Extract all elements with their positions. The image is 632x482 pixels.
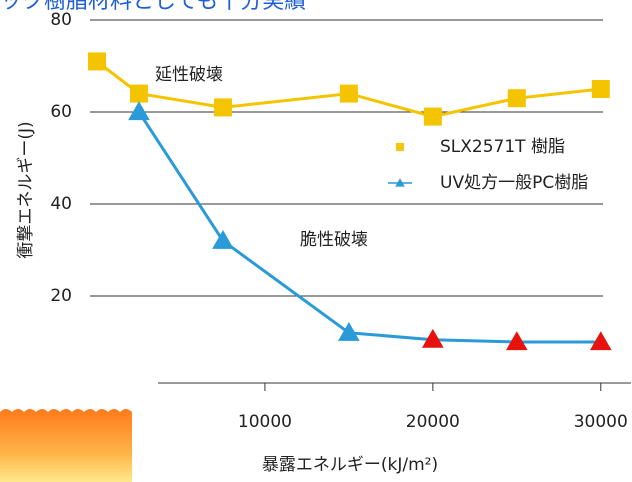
decoration — [0, 409, 132, 482]
marker — [395, 178, 405, 187]
marker — [506, 331, 528, 351]
marker — [88, 52, 106, 71]
annotation: 脆性破壊 — [300, 230, 368, 250]
series-line — [137, 111, 601, 344]
marker — [129, 84, 148, 103]
marker — [423, 107, 442, 126]
x-tick-label: 10000 — [238, 412, 292, 432]
legend-label: SLX2571T 樹脂 — [440, 137, 565, 157]
marker — [212, 230, 234, 249]
marker — [591, 80, 610, 98]
marker — [128, 101, 150, 121]
chart-title: ック樹脂材料としても十分実績 — [0, 0, 306, 14]
y-tick-label: 20 — [50, 286, 72, 306]
marker — [422, 328, 444, 348]
y-tick-label: 60 — [50, 102, 72, 122]
x-tick-label: 20000 — [406, 412, 460, 432]
marker — [396, 143, 404, 151]
marker — [339, 84, 358, 103]
y-axis-label: 衝撃エネルギー(J) — [16, 121, 36, 258]
annotation: 延性破壊 — [155, 65, 223, 85]
marker — [338, 322, 360, 341]
marker — [589, 331, 612, 351]
y-tick-label: 40 — [50, 194, 72, 214]
marker — [213, 98, 232, 117]
y-tick-label: 80 — [50, 10, 72, 30]
legend-label: UV処方一般PC樹脂 — [440, 173, 588, 193]
x-axis-label: 暴露エネルギー(kJ/m²) — [262, 455, 438, 475]
x-tick-label: 30000 — [574, 412, 628, 432]
marker — [507, 89, 526, 108]
